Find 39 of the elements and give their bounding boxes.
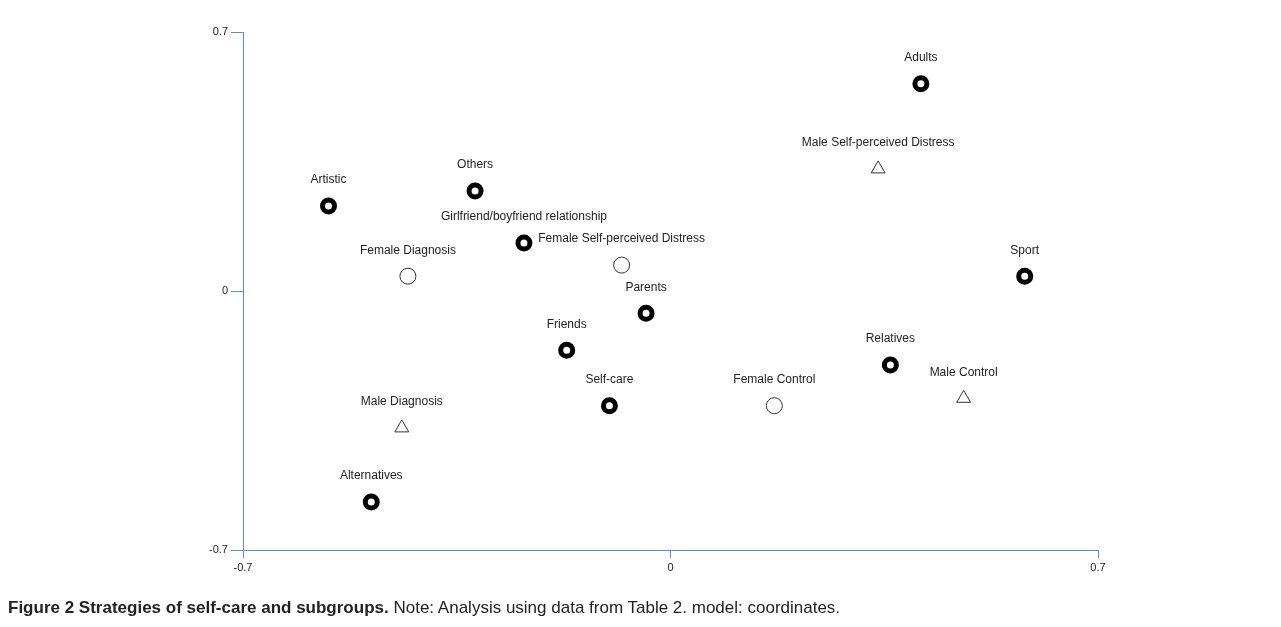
point xyxy=(466,182,484,200)
point xyxy=(613,256,631,274)
annotation: Adults xyxy=(904,50,938,65)
point xyxy=(399,267,417,285)
annotation: Artistic xyxy=(310,172,347,187)
y-tick-label: -0.7 xyxy=(209,543,228,556)
x-tick-label: -0.7 xyxy=(233,560,253,573)
annotation: Male Control xyxy=(929,364,998,379)
point xyxy=(320,197,337,215)
annotation: Alternatives xyxy=(339,468,403,483)
point xyxy=(362,493,380,511)
annotation: Male Self-perceived Distress xyxy=(801,135,955,150)
annotation: Girlfriend/boyfriend relationship xyxy=(440,209,608,224)
point xyxy=(912,75,930,93)
point xyxy=(515,234,533,252)
x-tick-label: 0 xyxy=(667,560,674,573)
x-tick-label: 0.7 xyxy=(1090,560,1106,573)
annotation: Female Self-perceived Distress xyxy=(538,231,706,246)
y-tick-label: 0 xyxy=(221,284,228,297)
point xyxy=(600,397,618,415)
annotation: Friends xyxy=(546,316,587,331)
annotation: Female Control xyxy=(733,372,816,387)
point xyxy=(881,356,899,374)
point xyxy=(1016,267,1034,285)
annotation: Sport xyxy=(1010,242,1040,257)
annotation: Parents xyxy=(625,279,667,294)
text: Figure 2 Strategies of self-care and subgroups. xyxy=(8,598,389,617)
annotation: Others xyxy=(457,157,494,172)
point xyxy=(637,304,655,322)
text: Note: Analysis using data from Table 2. model: coordinates. xyxy=(393,598,841,617)
point xyxy=(870,160,886,174)
annotation: Female Diagnosis xyxy=(359,242,456,257)
point xyxy=(558,341,576,359)
point xyxy=(765,397,783,415)
annotation: Male Diagnosis xyxy=(360,394,443,409)
annotation: Self-care xyxy=(585,372,634,387)
point xyxy=(394,419,410,433)
y-tick-label: 0.7 xyxy=(212,25,228,38)
annotation: Relatives xyxy=(865,331,916,346)
